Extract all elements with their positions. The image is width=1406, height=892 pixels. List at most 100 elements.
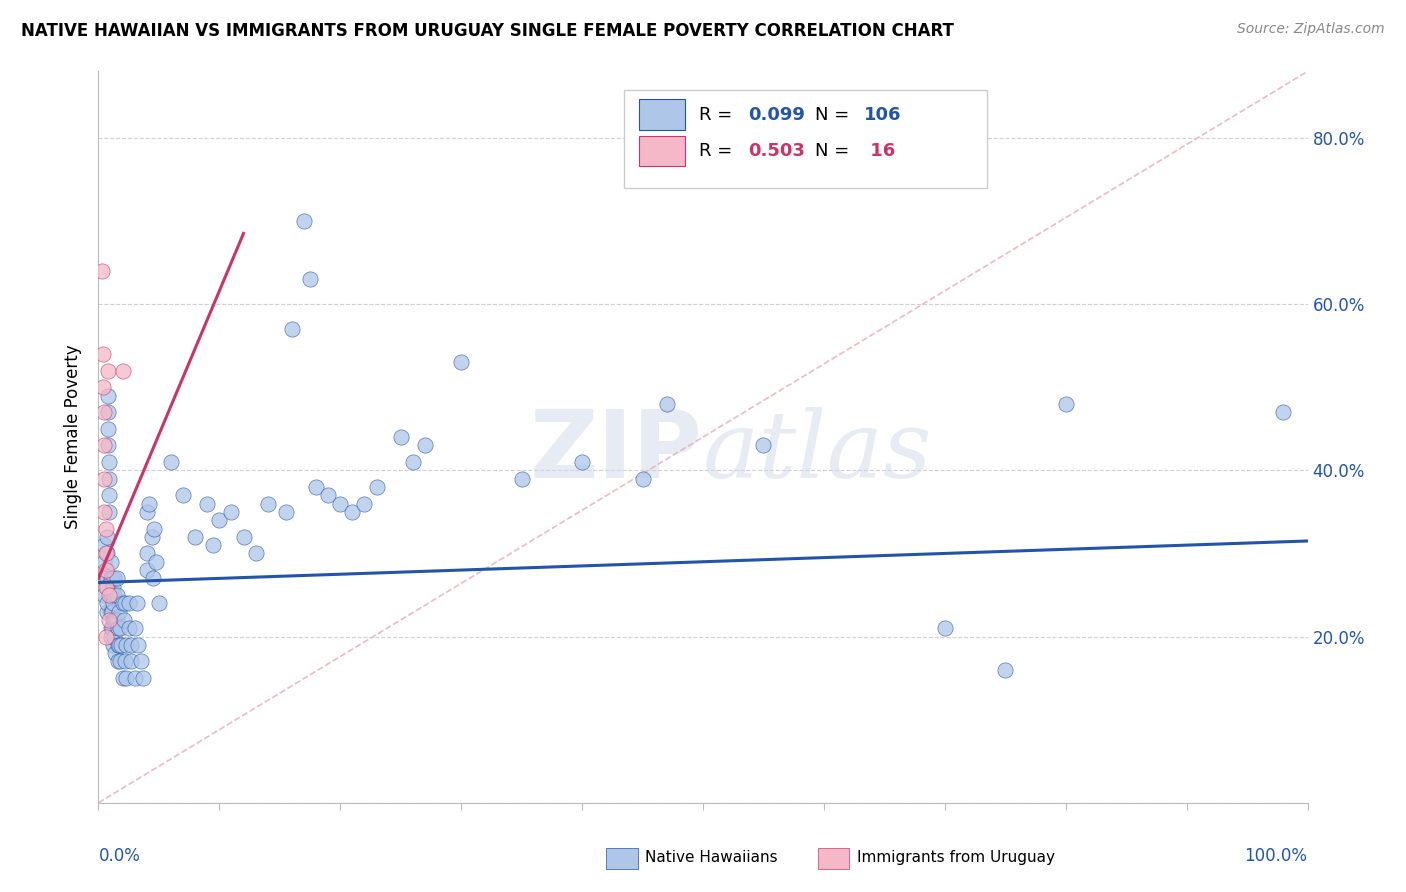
Point: [105, 613, 128, 627]
Point: [132, 671, 155, 685]
Point: [115, 671, 138, 685]
Point: [120, 655, 142, 669]
Point: [316, 488, 339, 502]
Point: [100, 605, 122, 619]
Point: [107, 655, 129, 669]
Point: [93, 472, 115, 486]
Point: [103, 613, 125, 627]
Point: [94, 521, 117, 535]
Point: [101, 596, 124, 610]
Point: [107, 638, 129, 652]
Point: [98, 455, 121, 469]
Point: [97, 422, 120, 436]
Point: [93, 538, 115, 552]
Point: [118, 596, 141, 610]
Point: [366, 480, 388, 494]
Point: [112, 613, 135, 627]
Point: [127, 596, 149, 610]
Text: 0.503: 0.503: [748, 142, 804, 160]
Point: [143, 521, 166, 535]
Point: [110, 638, 132, 652]
Point: [96, 530, 118, 544]
FancyBboxPatch shape: [638, 136, 685, 167]
Point: [105, 588, 128, 602]
Point: [118, 621, 141, 635]
Text: R =: R =: [699, 142, 738, 160]
Point: [96, 571, 118, 585]
Text: R =: R =: [699, 105, 738, 123]
Point: [129, 655, 152, 669]
Point: [100, 621, 122, 635]
Point: [100, 555, 122, 569]
Point: [98, 613, 121, 627]
Point: [141, 530, 163, 544]
Point: [292, 214, 315, 228]
Point: [96, 580, 118, 594]
Point: [245, 546, 267, 560]
Point: [107, 621, 129, 635]
Point: [145, 555, 167, 569]
Point: [752, 438, 775, 452]
FancyBboxPatch shape: [818, 848, 849, 869]
Point: [101, 613, 124, 627]
Text: atlas: atlas: [703, 407, 932, 497]
Point: [127, 638, 149, 652]
Point: [1054, 397, 1077, 411]
Point: [108, 605, 131, 619]
Point: [111, 363, 134, 377]
Point: [120, 638, 142, 652]
Point: [100, 605, 122, 619]
Point: [98, 488, 121, 502]
Point: [91, 347, 114, 361]
Point: [195, 497, 218, 511]
Point: [202, 538, 225, 552]
Point: [100, 571, 122, 585]
Point: [96, 605, 118, 619]
Point: [135, 505, 157, 519]
Text: 106: 106: [863, 105, 901, 123]
Point: [100, 571, 122, 585]
Point: [114, 655, 136, 669]
Point: [172, 488, 194, 502]
Text: Source: ZipAtlas.com: Source: ZipAtlas.com: [1237, 22, 1385, 37]
Point: [94, 580, 117, 594]
Point: [274, 505, 297, 519]
Point: [413, 438, 436, 452]
Point: [100, 588, 122, 602]
Point: [389, 430, 412, 444]
Point: [98, 505, 121, 519]
Point: [93, 571, 115, 585]
Text: Immigrants from Uruguay: Immigrants from Uruguay: [856, 850, 1054, 865]
Point: [103, 588, 125, 602]
Point: [135, 563, 157, 577]
Point: [994, 663, 1017, 677]
Point: [100, 588, 122, 602]
Point: [97, 388, 120, 402]
Point: [281, 322, 304, 336]
Point: [142, 571, 165, 585]
Point: [124, 621, 146, 635]
Point: [98, 472, 121, 486]
Point: [510, 472, 533, 486]
Point: [135, 546, 157, 560]
Point: [91, 380, 114, 394]
Point: [160, 455, 183, 469]
Point: [353, 497, 375, 511]
Point: [402, 455, 425, 469]
Point: [148, 596, 170, 610]
Text: ZIP: ZIP: [530, 406, 703, 498]
Point: [104, 613, 127, 627]
Point: [93, 438, 115, 452]
Point: [114, 596, 136, 610]
Point: [93, 505, 115, 519]
Point: [94, 630, 117, 644]
Point: [96, 596, 118, 610]
Point: [103, 630, 125, 644]
Point: [97, 363, 120, 377]
Point: [111, 596, 134, 610]
Point: [97, 438, 120, 452]
Point: [115, 638, 138, 652]
Point: [342, 505, 364, 519]
Point: [571, 455, 593, 469]
Point: [93, 555, 115, 569]
